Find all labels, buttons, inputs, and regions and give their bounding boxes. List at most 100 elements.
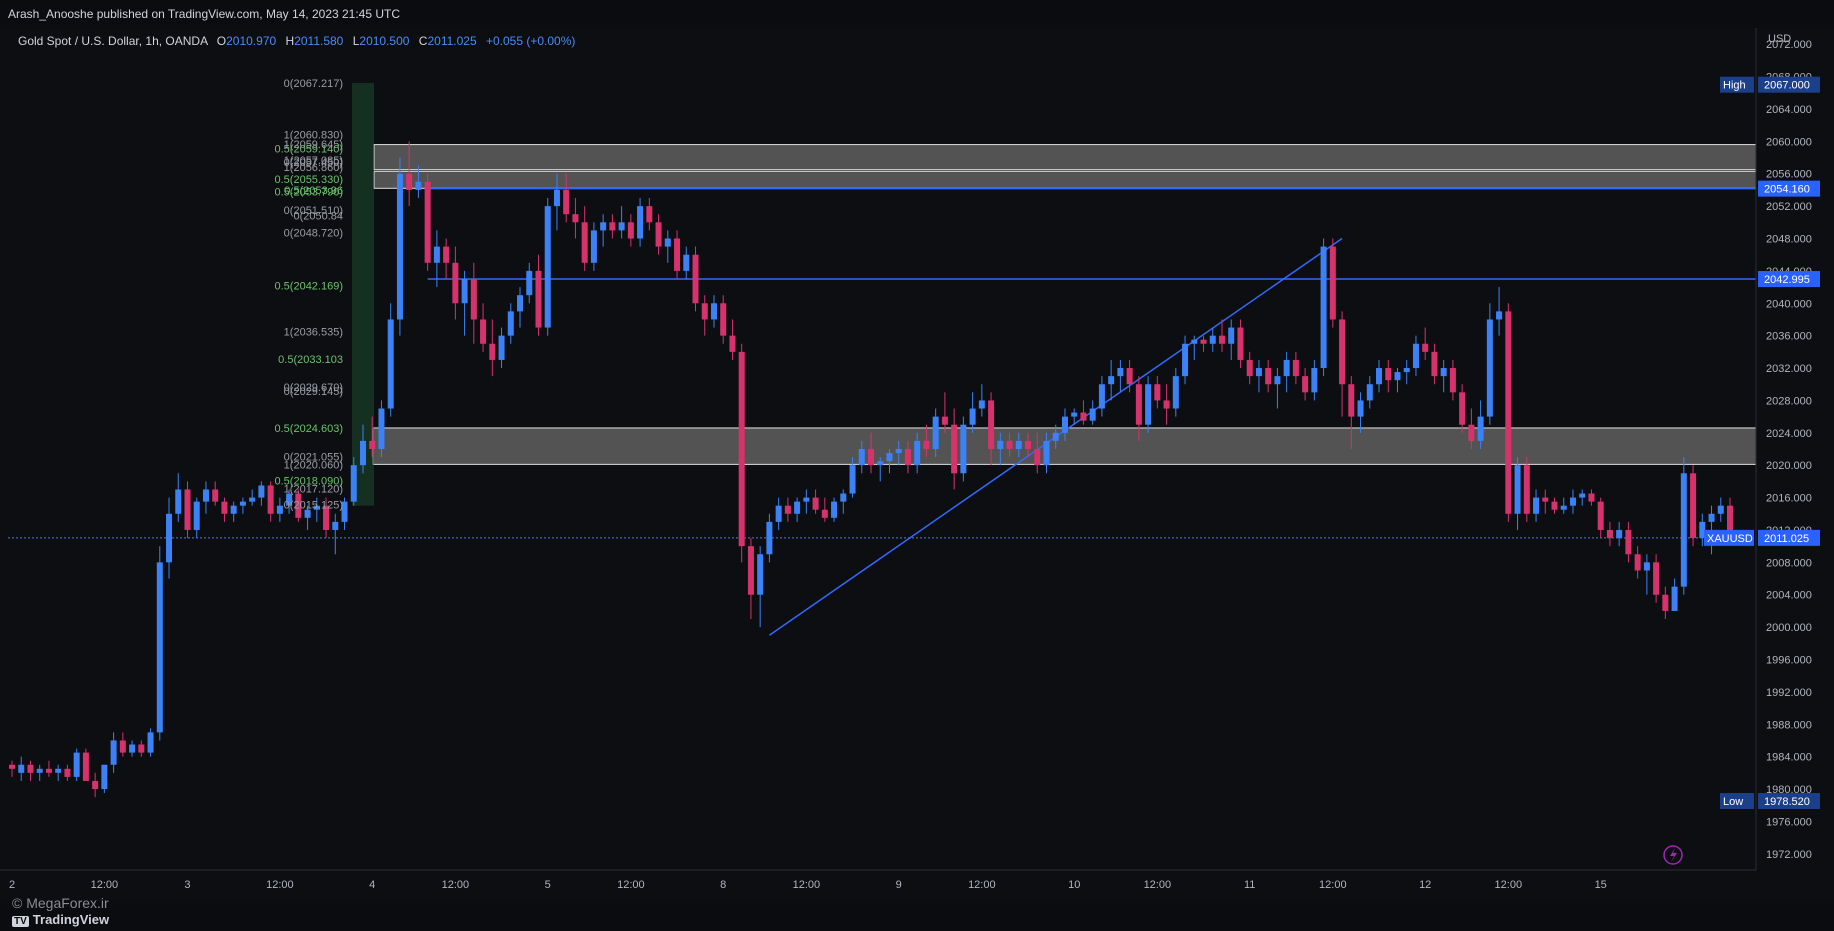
- candle-body[interactable]: [803, 497, 810, 502]
- candle-body[interactable]: [988, 400, 995, 449]
- candle-body[interactable]: [590, 230, 597, 263]
- candle-body[interactable]: [1274, 376, 1281, 385]
- candle-body[interactable]: [1680, 473, 1687, 587]
- candle-body[interactable]: [877, 461, 884, 466]
- candle-body[interactable]: [1357, 400, 1364, 417]
- candle-body[interactable]: [138, 744, 145, 753]
- candle-body[interactable]: [1237, 327, 1244, 360]
- candle-body[interactable]: [378, 408, 385, 449]
- candle-body[interactable]: [424, 181, 431, 263]
- candle-body[interactable]: [55, 768, 62, 773]
- candle-body[interactable]: [868, 449, 874, 466]
- candle-body[interactable]: [212, 489, 219, 502]
- candle-body[interactable]: [406, 173, 413, 190]
- candle-body[interactable]: [978, 400, 985, 409]
- candle-body[interactable]: [267, 485, 274, 514]
- candle-body[interactable]: [129, 744, 136, 753]
- candle-body[interactable]: [544, 206, 551, 328]
- candle-body[interactable]: [1080, 412, 1087, 421]
- candle-body[interactable]: [1708, 513, 1715, 522]
- candle-body[interactable]: [304, 509, 311, 518]
- candle-body[interactable]: [1468, 424, 1475, 441]
- candle-body[interactable]: [1634, 554, 1641, 571]
- candle-body[interactable]: [184, 489, 191, 530]
- candle-body[interactable]: [1597, 501, 1604, 530]
- candle-body[interactable]: [9, 764, 15, 769]
- candle-body[interactable]: [45, 768, 52, 773]
- candle-body[interactable]: [443, 246, 450, 263]
- candle-body[interactable]: [119, 740, 126, 753]
- candle-body[interactable]: [858, 449, 865, 466]
- candle-body[interactable]: [1283, 359, 1290, 377]
- candle-body[interactable]: [794, 501, 801, 514]
- candle-body[interactable]: [646, 206, 653, 223]
- candle-body[interactable]: [1606, 529, 1613, 539]
- candle-body[interactable]: [812, 497, 819, 510]
- candle-body[interactable]: [997, 440, 1004, 449]
- price-chart[interactable]: 0(2067.217)1(2060.830)0.5(2059.140)1(205…: [0, 28, 1834, 901]
- candle-body[interactable]: [110, 740, 117, 765]
- candle-body[interactable]: [1182, 343, 1189, 377]
- candle-body[interactable]: [36, 768, 43, 773]
- tradingview-logo[interactable]: TV TradingView: [12, 912, 109, 927]
- candle-body[interactable]: [886, 453, 893, 462]
- candle-body[interactable]: [1071, 412, 1078, 417]
- candle-body[interactable]: [1172, 376, 1179, 409]
- candle-body[interactable]: [1662, 594, 1669, 611]
- candle-body[interactable]: [276, 505, 283, 514]
- candle-body[interactable]: [1588, 493, 1595, 502]
- candle-body[interactable]: [831, 501, 838, 518]
- candle-body[interactable]: [64, 768, 71, 777]
- candle-body[interactable]: [1255, 368, 1262, 377]
- candle-body[interactable]: [1117, 368, 1124, 377]
- candle-body[interactable]: [1394, 372, 1401, 381]
- candle-body[interactable]: [1412, 343, 1419, 369]
- candle-body[interactable]: [1560, 505, 1567, 510]
- candle-body[interactable]: [1505, 311, 1512, 514]
- candle-body[interactable]: [1449, 368, 1456, 393]
- candle-body[interactable]: [563, 189, 570, 215]
- candle-body[interactable]: [1643, 562, 1650, 571]
- candle-body[interactable]: [1025, 440, 1032, 449]
- candle-body[interactable]: [489, 343, 496, 360]
- candle-body[interactable]: [1015, 440, 1022, 449]
- candle-body[interactable]: [249, 497, 256, 502]
- candle-body[interactable]: [415, 181, 422, 190]
- candle-body[interactable]: [387, 319, 394, 409]
- candle-body[interactable]: [1348, 384, 1355, 417]
- candle-body[interactable]: [1496, 311, 1503, 320]
- candle-body[interactable]: [1329, 246, 1336, 320]
- candle-body[interactable]: [526, 270, 533, 296]
- candle-body[interactable]: [92, 780, 99, 790]
- candle-body[interactable]: [637, 206, 644, 239]
- candle-body[interactable]: [609, 222, 616, 231]
- candle-body[interactable]: [581, 222, 588, 263]
- candle-body[interactable]: [239, 501, 246, 506]
- candle-body[interactable]: [1385, 368, 1392, 381]
- candle-body[interactable]: [175, 489, 182, 514]
- candle-body[interactable]: [166, 513, 173, 563]
- candle-body[interactable]: [821, 509, 828, 518]
- lightning-icon[interactable]: [1663, 845, 1683, 865]
- candle-body[interactable]: [1533, 497, 1540, 514]
- candle-body[interactable]: [683, 254, 690, 271]
- candle-body[interactable]: [498, 335, 505, 360]
- candle-body[interactable]: [1034, 449, 1041, 466]
- candle-body[interactable]: [1440, 368, 1447, 377]
- candle-body[interactable]: [1135, 384, 1142, 425]
- candle-body[interactable]: [1699, 521, 1706, 539]
- candle-body[interactable]: [507, 311, 514, 336]
- candle-body[interactable]: [1228, 327, 1235, 344]
- candle-body[interactable]: [784, 505, 791, 514]
- candle-body[interactable]: [27, 764, 34, 773]
- candle-body[interactable]: [147, 732, 154, 753]
- candle-body[interactable]: [1218, 335, 1225, 344]
- candle-body[interactable]: [1246, 359, 1253, 377]
- candle-body[interactable]: [1616, 529, 1623, 539]
- candle-body[interactable]: [904, 449, 911, 466]
- candle-body[interactable]: [1292, 359, 1299, 377]
- candle-body[interactable]: [1690, 473, 1697, 539]
- candle-body[interactable]: [1431, 351, 1438, 377]
- candle-body[interactable]: [1108, 376, 1115, 385]
- candle-body[interactable]: [895, 449, 902, 454]
